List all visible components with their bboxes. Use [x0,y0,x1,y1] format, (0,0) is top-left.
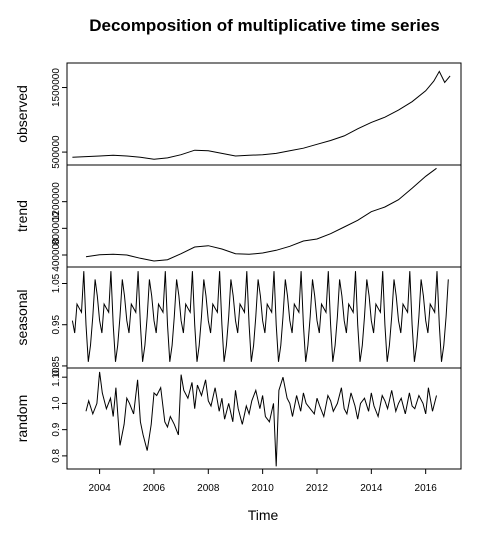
x-tick-label: 2008 [197,483,220,494]
random-y-tick-label: 1.0 [51,396,62,410]
x-tick-label: 2012 [306,483,329,494]
x-axis: 2004 2006 2008 2010 2012 2014 2016 [88,469,437,494]
seasonal-y-tick-label: 0.95 [51,315,62,335]
trend-y-tick-label: 1200000 [51,182,62,221]
observed-axis-label: observed [14,85,30,143]
random-panel-frame [66,367,462,470]
random-y-tick-label: 0.8 [51,448,62,462]
trend-panel-frame [66,164,462,268]
chart-title: Decomposition of multiplicative time ser… [89,16,440,35]
trend-y-tick-label: 800000 [51,211,62,245]
x-tick-label: 2006 [143,483,166,494]
seasonal-axis-label: seasonal [14,289,30,345]
x-tick-label: 2010 [252,483,275,494]
random-y-tick-label: 1.10 [51,367,62,387]
seasonal-series-line [71,271,449,362]
observed-panel-frame [66,62,462,166]
random-axis-label: random [14,395,30,442]
x-axis-label: Time [248,507,279,523]
observed-series-line [72,70,451,160]
observed-y-tick-label: 1500000 [51,68,62,107]
seasonal-y-tick-label: 1.05 [51,273,62,293]
observed-y-tick-label: 500000 [51,135,62,169]
random-y-tick-label: 0.9 [51,422,62,436]
x-tick-label: 2016 [415,483,438,494]
seasonal-y-tick-label: 0.85 [51,356,62,376]
random-series-line [85,371,437,467]
trend-axis-label: trend [14,200,30,232]
x-tick-label: 2004 [88,483,111,494]
trend-y-tick-label: 400000 [51,238,62,272]
panels-group: 500000 1500000 observed 4000008000001200000… [14,62,462,470]
x-tick-label: 2014 [360,483,383,494]
trend-series-line [85,167,437,262]
